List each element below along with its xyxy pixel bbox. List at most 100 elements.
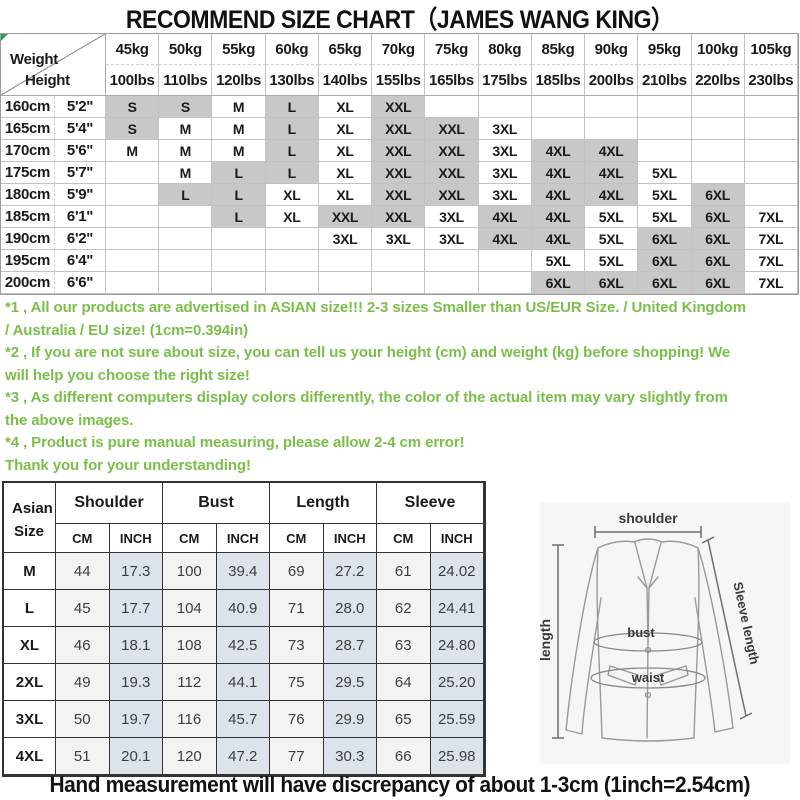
weight-kg-header: 100kg: [691, 34, 745, 65]
size-cell: L: [265, 118, 319, 140]
height-ft-cell: 5'2": [55, 96, 106, 118]
size-cell: L: [212, 162, 266, 184]
size-cell: 7XL: [744, 272, 798, 294]
note-line: Thank you for your understanding!: [5, 456, 251, 474]
measure-value-cell: 40.9: [216, 590, 270, 627]
waist-measure-ellipse: [590, 667, 706, 689]
size-cell: 5XL: [585, 250, 639, 272]
measure-value-cell: 69: [270, 553, 324, 590]
weight-lbs-header: 165lbs: [425, 65, 479, 96]
unit-header: INCH: [109, 524, 163, 553]
weight-lbs-header: 110lbs: [159, 65, 213, 96]
weight-lbs-header: 140lbs: [318, 65, 373, 96]
size-cell: XL: [318, 162, 373, 184]
page-title-text: RECOMMEND SIZE CHART（JAMES WANG KING）: [126, 6, 674, 34]
height-cm-cell: 180cm: [1, 184, 55, 206]
corner-height-label: Height: [25, 72, 70, 89]
size-cell: M: [159, 162, 213, 184]
measure-value-cell: 44.1: [216, 664, 270, 701]
size-cell: 5XL: [638, 206, 692, 228]
size-cell: M: [159, 118, 213, 140]
blazer-outline-icon: [565, 538, 734, 742]
note-line: *3 , As different computers display colo…: [5, 389, 728, 406]
height-ft-cell: 6'6": [55, 272, 106, 294]
size-cell: [425, 272, 479, 294]
measure-value-cell: 25.20: [430, 664, 484, 701]
asian-size-label-line1: Asian: [12, 500, 53, 517]
measure-value-cell: 17.7: [109, 590, 163, 627]
height-ft-cell: 5'9": [55, 184, 106, 206]
size-cell: 3XL: [478, 118, 532, 140]
size-cell: 3XL: [478, 162, 532, 184]
size-cell: [585, 118, 639, 140]
weight-lbs-header: 210lbs: [638, 65, 692, 96]
size-cell: 3XL: [425, 228, 479, 250]
height-cm-cell: 165cm: [1, 118, 55, 140]
weight-kg-header: 60kg: [265, 34, 319, 65]
size-cell: 6XL: [691, 228, 745, 250]
measure-size-label: L: [4, 590, 56, 627]
size-cell: [478, 272, 532, 294]
measure-value-cell: 61: [377, 553, 431, 590]
height-ft-cell: 6'1": [55, 206, 106, 228]
size-cell: 7XL: [744, 228, 798, 250]
weight-height-corner-cell: Weight Height: [1, 34, 106, 96]
unit-header: INCH: [430, 524, 484, 553]
weight-kg-header: 90kg: [585, 34, 639, 65]
height-cm-cell: 160cm: [1, 96, 55, 118]
size-cell: [531, 96, 586, 118]
measure-value-cell: 20.1: [109, 738, 163, 775]
size-cell: L: [265, 140, 319, 162]
measure-value-cell: 51: [56, 738, 110, 775]
measure-value-cell: 27.2: [323, 553, 377, 590]
size-cell: 6XL: [638, 250, 692, 272]
size-cell: [265, 250, 319, 272]
weight-lbs-header: 175lbs: [478, 65, 532, 96]
size-cell: [531, 118, 586, 140]
measure-value-cell: 77: [270, 738, 324, 775]
measure-value-cell: 39.4: [216, 553, 270, 590]
footer-note-text: Hand measurement will have discrepancy o…: [49, 772, 751, 797]
measure-size-label: XL: [4, 627, 56, 664]
measure-value-cell: 120: [163, 738, 217, 775]
weight-lbs-header: 100lbs: [106, 65, 160, 96]
size-cell: L: [265, 162, 319, 184]
bust-measure-ellipse: [593, 632, 703, 652]
measure-value-cell: 28.0: [323, 590, 377, 627]
size-cell: 4XL: [531, 140, 586, 162]
size-cell: 4XL: [531, 184, 586, 206]
size-cell: [638, 140, 692, 162]
measure-value-cell: 29.5: [323, 664, 377, 701]
size-cell: 5XL: [585, 228, 639, 250]
size-cell: 6XL: [691, 272, 745, 294]
shoulder-label: shoulder: [618, 510, 678, 526]
size-cell: 4XL: [585, 184, 639, 206]
size-cell: XXL: [425, 118, 479, 140]
size-cell: [691, 96, 745, 118]
size-cell: 3XL: [425, 206, 479, 228]
size-cell: 4XL: [478, 228, 532, 250]
size-cell: XXL: [372, 184, 426, 206]
measure-value-cell: 25.98: [430, 738, 484, 775]
weight-kg-header: 50kg: [159, 34, 213, 65]
size-cell: 4XL: [531, 206, 586, 228]
measure-value-cell: 62: [377, 590, 431, 627]
size-cell: 4XL: [478, 206, 532, 228]
size-cell: S: [159, 96, 213, 118]
notes-block: *1 , All our products are advertised in …: [5, 297, 798, 477]
size-cell: [691, 140, 745, 162]
size-cell: M: [212, 118, 266, 140]
measure-value-cell: 45: [56, 590, 110, 627]
unit-header: INCH: [323, 524, 377, 553]
length-label: length: [537, 619, 553, 661]
size-cell: [265, 272, 319, 294]
height-cm-cell: 190cm: [1, 228, 55, 250]
note-line: *1 , All our products are advertised in …: [5, 299, 746, 316]
weight-lbs-header: 120lbs: [212, 65, 266, 96]
measure-group-header: Length: [270, 483, 377, 524]
note-line: will help you choose the right size!: [5, 366, 250, 384]
size-cell: XXL: [372, 96, 426, 118]
size-cell: [372, 272, 426, 294]
measure-value-cell: 71: [270, 590, 324, 627]
size-cell: [106, 184, 160, 206]
